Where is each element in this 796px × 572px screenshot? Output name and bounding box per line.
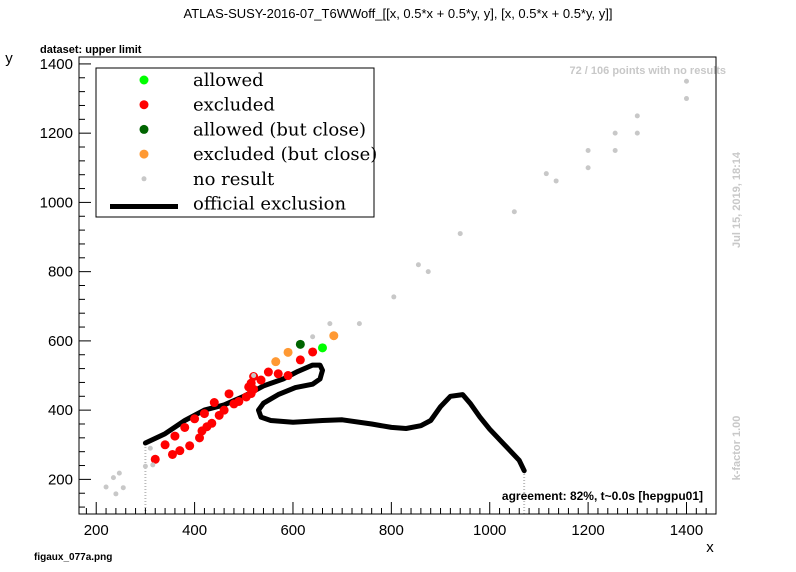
x-tick-label: 1000	[473, 522, 506, 539]
x-tick-label: 1400	[670, 522, 703, 539]
legend-label: allowed	[193, 70, 264, 91]
no-result-point	[683, 78, 689, 84]
no-result-point	[415, 262, 421, 268]
excluded-point	[199, 409, 209, 419]
y-tick-label: 1400	[40, 56, 73, 73]
legend-box	[95, 67, 375, 218]
no-result-point	[103, 484, 109, 490]
allowed-point	[317, 343, 327, 353]
no-result-point	[113, 491, 119, 497]
no-result-point	[634, 113, 640, 119]
no-result-point	[120, 485, 126, 491]
legend-label: official exclusion	[193, 194, 346, 215]
x-axis-ticks: 200 400 600 800 1000 1200 1400	[84, 502, 717, 539]
excluded-point	[180, 422, 190, 432]
y-tick-label: 400	[48, 402, 73, 419]
no-results-count: 72 / 106 points with no results	[570, 65, 726, 77]
official-exclusion-line	[142, 362, 527, 474]
excluded-point	[167, 449, 177, 459]
excluded-point	[150, 454, 160, 464]
excluded-but-close-point	[329, 331, 339, 341]
legend-label: no result	[193, 169, 275, 190]
y-tick-label: 1000	[40, 194, 73, 211]
excluded-point	[219, 405, 229, 415]
no-result-point	[110, 475, 116, 481]
excluded-point	[185, 441, 195, 451]
x-tick-label: 600	[280, 522, 305, 539]
no-result-point	[356, 321, 362, 327]
excluded-but-close-point	[283, 347, 293, 357]
excluded-point	[224, 389, 234, 399]
no-result-point	[425, 269, 431, 275]
filename-label: figaux_077a.png	[34, 552, 112, 563]
excluded-point	[283, 371, 293, 381]
no-result-point	[391, 294, 397, 300]
excluded-point	[308, 347, 318, 357]
no-result-point	[634, 130, 640, 136]
excluded-point	[263, 367, 273, 377]
no-result-point	[457, 231, 463, 237]
legend-marker	[139, 100, 149, 110]
excluded-point	[295, 355, 305, 365]
data-points	[103, 78, 689, 497]
excluded-point	[234, 396, 244, 406]
x-tick-label: 400	[182, 522, 207, 539]
chart-title: ATLAS-SUSY-2016-07_T6WWoff_[[x, 0.5*x + …	[184, 6, 613, 21]
no-result-point	[116, 470, 122, 476]
no-result-point	[553, 178, 559, 184]
no-result-point	[511, 209, 517, 215]
no-result-point	[327, 321, 333, 327]
agreement-label: agreement: 82%, t~0.0s [hepgpu01]	[502, 489, 703, 503]
no-result-point	[683, 96, 689, 102]
legend-label: excluded	[193, 95, 275, 116]
excluded-point	[175, 446, 185, 456]
no-result-point	[251, 373, 257, 379]
excluded-but-close-point	[271, 357, 281, 367]
excluded-point	[207, 418, 217, 428]
legend-marker	[141, 176, 147, 182]
legend-marker	[139, 124, 149, 134]
no-result-point	[150, 462, 156, 468]
y-axis-ticks: 200 400 600 800 1000 1200 1400	[40, 56, 91, 508]
x-tick-label: 200	[84, 522, 109, 539]
legend-marker	[139, 75, 149, 85]
no-result-point	[585, 165, 591, 171]
allowed-but-close-point	[295, 339, 305, 349]
reference-lines	[144, 444, 526, 514]
timestamp-label: Jul 15, 2019, 18:14	[731, 151, 743, 248]
excluded-point	[256, 375, 266, 385]
legend: allowed excluded allowed (but close) exclud…	[95, 67, 377, 218]
no-result-point	[543, 171, 549, 177]
y-tick-label: 200	[48, 471, 73, 488]
excluded-point	[190, 414, 200, 424]
no-result-point	[142, 463, 148, 469]
excluded-point	[170, 431, 180, 441]
legend-label: allowed (but close)	[193, 119, 366, 140]
no-result-point	[310, 334, 316, 340]
x-tick-label: 1200	[571, 522, 604, 539]
no-result-point	[147, 445, 153, 451]
x-axis-label: x	[706, 539, 714, 556]
no-result-point	[612, 130, 618, 136]
legend-label: excluded (but close)	[193, 144, 377, 165]
excluded-point	[160, 440, 170, 450]
y-tick-label: 1200	[40, 125, 73, 142]
official-exclusion-curve	[142, 362, 527, 474]
legend-marker	[139, 149, 149, 159]
excluded-point	[195, 433, 205, 443]
excluded-point	[209, 398, 219, 408]
kfactor-label: k-factor 1.00	[731, 416, 743, 481]
y-axis-label: y	[5, 50, 13, 67]
y-tick-label: 800	[48, 264, 73, 281]
excluded-point	[273, 369, 283, 379]
no-result-point	[612, 147, 618, 153]
x-tick-label: 800	[379, 522, 404, 539]
y-tick-label: 600	[48, 333, 73, 350]
excluded-point	[249, 384, 259, 394]
chart-subtitle: dataset: upper limit	[40, 44, 142, 56]
no-result-point	[585, 147, 591, 153]
